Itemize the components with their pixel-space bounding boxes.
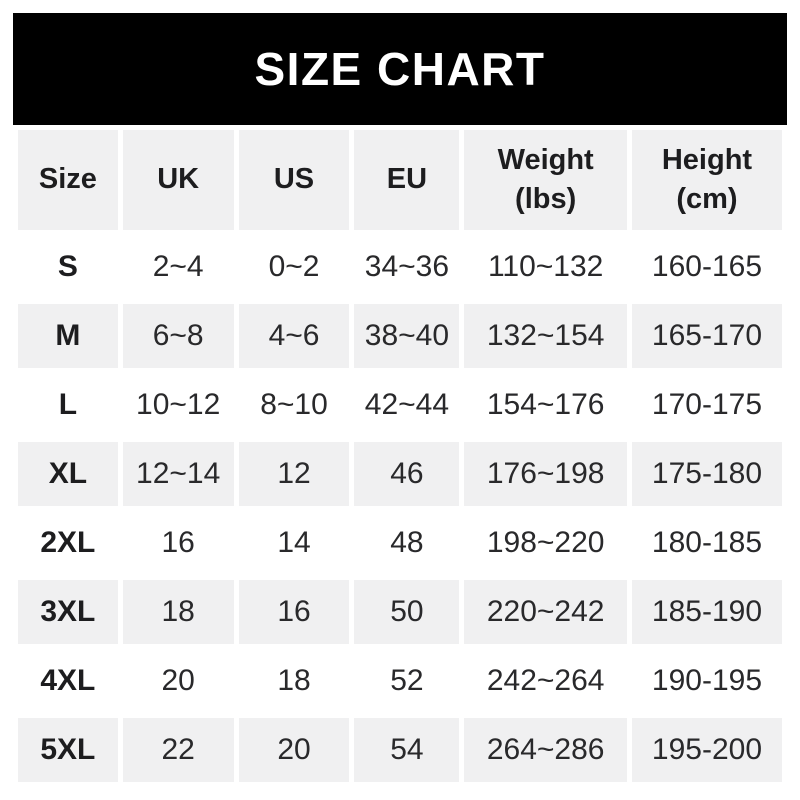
size-cell: L	[58, 388, 78, 421]
uk-cell: 6~8	[122, 304, 234, 368]
column-header-size: Size	[18, 130, 118, 230]
uk-cell: 22	[122, 718, 234, 782]
us-cell: 14	[277, 526, 311, 559]
size-cell: 2XL	[40, 526, 96, 559]
eu-cell: 50	[354, 580, 460, 644]
table-row: XL 12~14 12 46 176~198 175-180	[18, 442, 782, 506]
table-row: 3XL 18 16 50 220~242 185-190	[18, 580, 782, 644]
table-row: L 10~12 8~10 42~44 154~176 170-175	[18, 373, 782, 437]
height-cell: 165-170	[631, 304, 782, 368]
table-body: S 2~4 0~2 34~36 110~132 160-165 M 6~8 4~…	[18, 235, 782, 782]
table-header-row: Size UK US EU Weight (lbs) Height (cm)	[18, 130, 782, 230]
eu-cell: 48	[390, 526, 424, 559]
eu-cell: 38~40	[354, 304, 460, 368]
height-cell: 180-185	[651, 526, 763, 559]
uk-cell: 20	[161, 664, 195, 697]
column-header-weight: Weight (lbs)	[464, 130, 627, 230]
eu-cell: 54	[354, 718, 460, 782]
uk-cell: 18	[122, 580, 234, 644]
column-header-eu: EU	[354, 130, 460, 230]
page-title: SIZE CHART	[254, 43, 546, 95]
us-cell: 20	[238, 718, 350, 782]
size-cell: XL	[18, 442, 118, 506]
column-header-height-line2: (cm)	[676, 183, 738, 215]
height-cell: 170-175	[651, 388, 763, 421]
weight-cell: 264~286	[464, 718, 627, 782]
eu-cell: 46	[354, 442, 460, 506]
height-cell: 175-180	[631, 442, 782, 506]
height-cell: 185-190	[631, 580, 782, 644]
size-cell: 5XL	[18, 718, 118, 782]
weight-cell: 132~154	[464, 304, 627, 368]
table-header: Size UK US EU Weight (lbs) Height (cm)	[18, 130, 782, 230]
table-row: M 6~8 4~6 38~40 132~154 165-170	[18, 304, 782, 368]
height-cell: 195-200	[631, 718, 782, 782]
size-chart-table: Size UK US EU Weight (lbs) Height (cm) S…	[13, 125, 787, 787]
table-row: 5XL 22 20 54 264~286 195-200	[18, 718, 782, 782]
us-cell: 12	[238, 442, 350, 506]
uk-cell: 10~12	[136, 388, 221, 421]
us-cell: 0~2	[268, 250, 320, 283]
weight-cell: 242~264	[486, 664, 605, 697]
weight-cell: 176~198	[464, 442, 627, 506]
table-row: S 2~4 0~2 34~36 110~132 160-165	[18, 235, 782, 299]
us-cell: 4~6	[238, 304, 350, 368]
column-header-uk: UK	[122, 130, 234, 230]
us-cell: 16	[238, 580, 350, 644]
column-header-weight-line1: Weight	[497, 143, 594, 176]
table-row: 4XL 20 18 52 242~264 190-195	[18, 649, 782, 713]
column-header-us: US	[238, 130, 350, 230]
size-cell: 3XL	[18, 580, 118, 644]
eu-cell: 52	[390, 664, 424, 697]
column-header-height-line1: Height	[661, 143, 753, 176]
eu-cell: 34~36	[364, 250, 450, 283]
column-header-weight-line2: (lbs)	[515, 183, 577, 215]
uk-cell: 2~4	[152, 250, 204, 283]
height-cell: 160-165	[651, 250, 763, 283]
size-chart-banner: SIZE CHART	[13, 13, 787, 125]
size-cell: 4XL	[40, 664, 96, 697]
weight-cell: 154~176	[486, 388, 605, 421]
uk-cell: 12~14	[122, 442, 234, 506]
eu-cell: 42~44	[364, 388, 450, 421]
us-cell: 18	[277, 664, 311, 697]
weight-cell: 110~132	[487, 250, 604, 283]
height-cell: 190-195	[651, 664, 763, 697]
size-cell: M	[18, 304, 118, 368]
weight-cell: 220~242	[464, 580, 627, 644]
uk-cell: 16	[161, 526, 195, 559]
us-cell: 8~10	[260, 388, 328, 421]
column-header-height: Height (cm)	[631, 130, 782, 230]
weight-cell: 198~220	[486, 526, 605, 559]
size-cell: S	[57, 250, 78, 283]
table-row: 2XL 16 14 48 198~220 180-185	[18, 511, 782, 575]
